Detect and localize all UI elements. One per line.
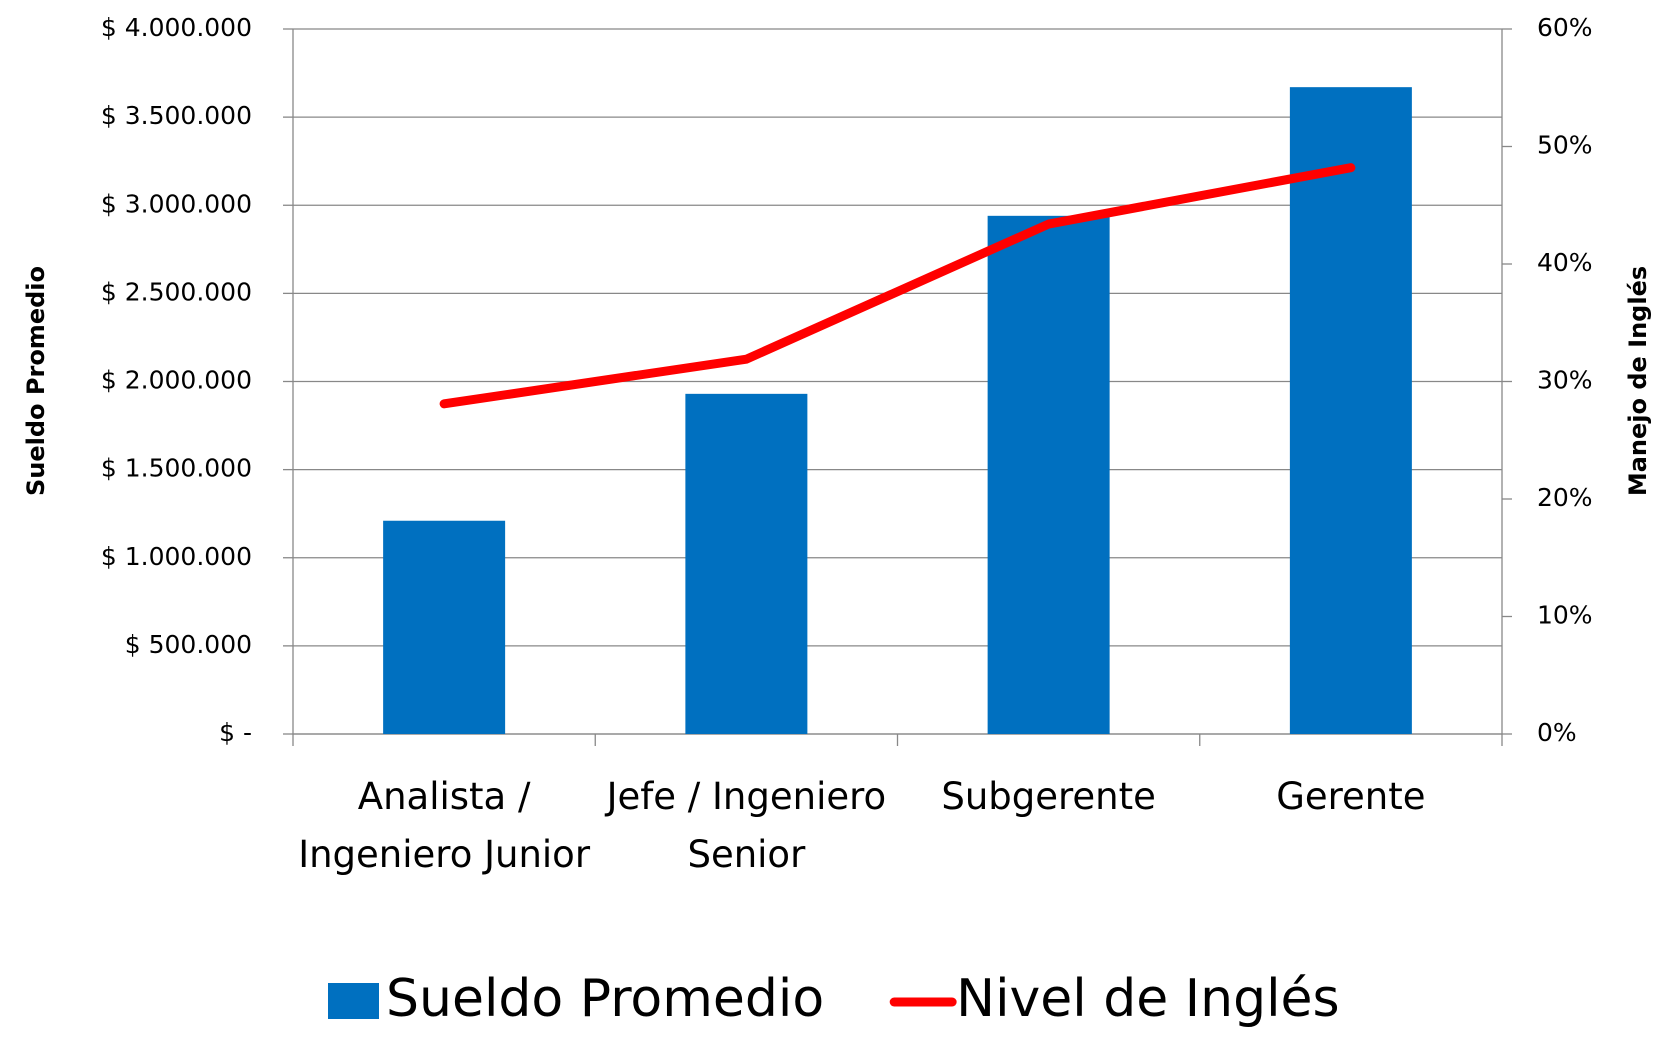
y2-axis-title: Manejo de Inglés (1624, 266, 1652, 496)
legend-label: Nivel de Inglés (956, 969, 1339, 1029)
bar (685, 393, 808, 734)
y2-tick-label: 20% (1537, 483, 1593, 512)
y-tick-label: $ 3.500.000 (101, 101, 252, 130)
y2-tick-label: 0% (1537, 718, 1577, 747)
y2-tick-label: 10% (1537, 601, 1593, 630)
y2-tick-label: 60% (1537, 13, 1593, 42)
y-axis-title: Sueldo Promedio (22, 266, 50, 496)
y-tick-label: $ 1.000.000 (101, 542, 252, 571)
y-tick-label: $ 500.000 (125, 630, 252, 659)
bar (987, 215, 1110, 734)
legend-label: Sueldo Promedio (386, 969, 824, 1029)
y-tick-label: $ 4.000.000 (101, 13, 252, 42)
x-tick-label: Gerente (1276, 775, 1426, 818)
x-tick-label: Jefe / Ingeniero Senior (606, 775, 887, 876)
bar (1289, 87, 1412, 735)
legend-swatch (328, 983, 379, 1019)
y-tick-label: $ 2.000.000 (101, 366, 252, 395)
y-tick-label: $ 3.000.000 (101, 189, 252, 218)
y-tick-label: $ - (219, 718, 252, 747)
y2-tick-label: 30% (1537, 366, 1593, 395)
x-tick-label: Analista / Ingeniero Junior (298, 775, 591, 876)
y2-tick-label: 40% (1537, 248, 1593, 277)
y2-tick-label: 50% (1537, 131, 1593, 160)
bar (383, 520, 506, 734)
y-tick-label: $ 1.500.000 (101, 454, 252, 483)
x-tick-label: Subgerente (941, 775, 1156, 818)
line (439, 163, 1356, 409)
y-tick-label: $ 2.500.000 (101, 277, 252, 306)
